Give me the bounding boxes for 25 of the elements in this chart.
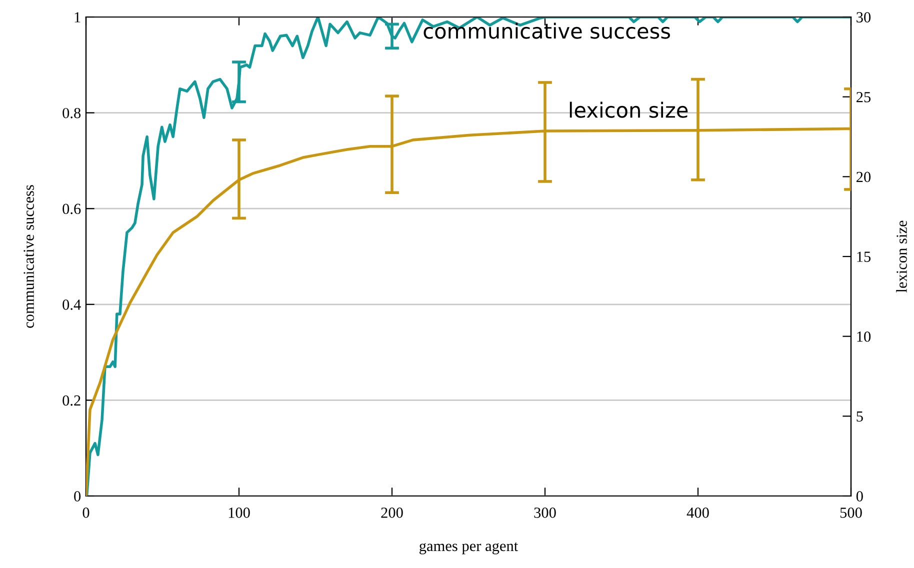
x-tick-label: 0 [82, 508, 90, 518]
x-tick-label: 200 [381, 508, 403, 518]
y-axis-title: communicative success [24, 185, 34, 328]
x-tick-label: 300 [534, 508, 556, 518]
x-axis-title: games per agent [420, 542, 518, 554]
x-tick-label: 100 [228, 508, 250, 518]
y-tick-label: 0.6 [62, 204, 81, 214]
y2-tick-label: 25 [856, 92, 871, 102]
y-tick-label: 1 [74, 12, 80, 22]
y-tick-label: 0.2 [62, 395, 80, 406]
y-tick-label: 0.8 [62, 108, 81, 118]
series-label: lexicon size [570, 102, 688, 118]
y-tick-label: 0 [74, 491, 81, 502]
line-series [86, 17, 851, 496]
y2-axis-title: lexicon size [896, 220, 907, 292]
y2-tick-label: 5 [856, 411, 863, 422]
y2-tick-label: 0 [856, 491, 863, 502]
y-tick-label: 0.4 [62, 300, 81, 310]
series-label: communicative success [424, 22, 670, 39]
y2-tick-label: 15 [857, 252, 871, 262]
y2-tick-label: 10 [857, 331, 871, 342]
y2-tick-label: 20 [856, 172, 871, 182]
x-tick-label: 500 [840, 508, 862, 518]
y2-tick-label: 30 [856, 12, 871, 22]
x-tick-label: 400 [686, 508, 709, 518]
